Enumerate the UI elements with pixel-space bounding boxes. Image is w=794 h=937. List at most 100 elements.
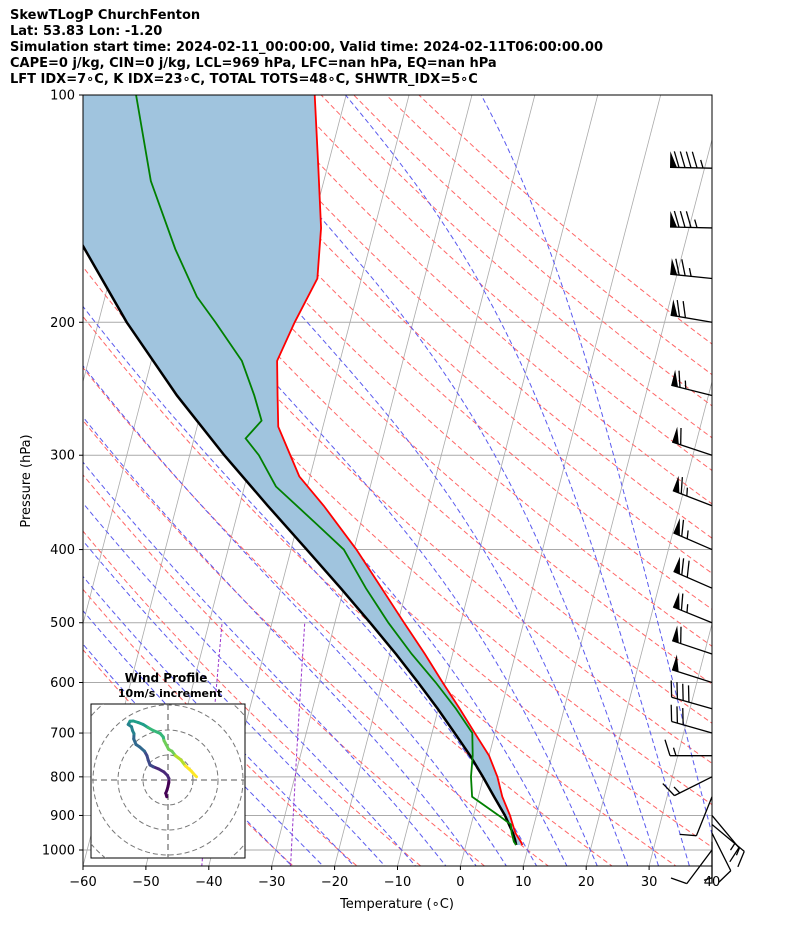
barb-flag [672,475,680,494]
barb-flag [670,151,678,168]
cin-shaded-area [83,95,523,846]
barb-shaft [671,384,713,397]
y-tick-label: 100 [50,89,75,104]
chart-title: SkewTLogP ChurchFenton [10,8,201,23]
wind-barb [679,796,713,837]
moist-adiabat [83,643,293,866]
barb-flag [670,210,678,228]
y-tick-label: 400 [50,543,75,558]
hodograph-segment [192,772,198,779]
hodograph: Wind Profile 10m/s increment [90,671,246,859]
barb-full [691,151,698,169]
barb-half [686,604,689,613]
barb-flag [670,258,678,275]
barb-full [680,593,684,611]
dry-adiabat [83,170,712,764]
moist-adiabat [83,609,324,866]
wind-barb [711,823,745,868]
barb-shaft [671,720,713,734]
dewpoint-line [135,95,517,846]
barb-full [679,833,697,837]
barb-full [673,151,680,168]
barb-full [685,211,692,228]
wind-barb [671,625,713,655]
wind-barb [672,592,713,624]
dry-adiabat [83,530,422,866]
barb-full [662,783,675,797]
moist-adiabat [83,461,447,866]
barb-full [676,300,681,317]
barb-full [737,851,745,868]
barb-full [680,477,683,494]
x-tick-label: 20 [578,875,595,890]
moist-adiabat [83,364,507,866]
x-tick-label: 0 [456,875,464,890]
barb-shaft [673,532,713,551]
x-tick-label: −60 [69,875,96,890]
barb-full [678,370,681,388]
barb-half [686,530,689,539]
moist-adiabat [83,305,538,866]
dry-adiabat [83,366,613,866]
barb-shaft [711,823,745,852]
wind-barb [670,680,713,710]
barb-shaft [671,669,713,684]
isotherm-line [522,137,712,866]
barb-flag [673,556,680,575]
moist-adiabat [83,416,477,866]
dry-adiabat [83,125,712,724]
x-tick-label: −10 [384,875,411,890]
barb-full [664,739,671,756]
mixing-ratio-line [290,622,306,866]
barb-half [700,159,704,169]
dry-adiabat [83,648,294,866]
y-axis-label: Pressure (hPa) [19,434,34,527]
time-line: Simulation start time: 2024-02-11_00:00:… [10,40,603,55]
dry-adiabat [385,95,712,376]
barb-shaft [686,849,713,884]
indices-line-2: LFT IDX=7∘C, K IDX=23∘C, TOTAL TOTS=48∘C… [10,72,478,87]
isotherm-line [585,380,712,866]
parcel-profile-line [83,243,518,846]
barb-full [685,151,692,168]
barb-flag [670,299,678,317]
x-tick-label: −50 [132,875,159,890]
dry-adiabat [92,95,712,685]
barb-shaft [711,815,740,849]
x-tick-label: −40 [195,875,222,890]
hodograph-subtitle: 10m/s increment [118,687,222,700]
wind-barb [673,556,713,589]
wind-barb [671,426,713,456]
barb-full [681,259,686,276]
barb-half [672,747,677,756]
moist-adiabat [480,95,712,837]
wind-barb [662,776,713,797]
moist-adiabat [116,95,629,866]
dry-adiabat [125,95,712,647]
y-tick-label: 600 [50,676,75,691]
x-tick-label: 30 [641,875,658,890]
y-tick-label: 500 [50,616,75,631]
barb-full [679,151,686,168]
barb-half [703,877,713,881]
wind-barb [711,832,732,883]
y-tick-label: 300 [50,449,75,464]
barb-full [670,877,688,885]
y-tick-label: 200 [50,316,75,331]
wind-barb [664,739,712,757]
wind-barb [669,210,713,229]
barb-full [673,210,680,228]
wind-barb [672,475,713,507]
barb-full [681,519,685,537]
wind-barb [711,815,740,863]
x-axis-label: Temperature (∘C) [339,897,454,912]
dry-adiabat [83,315,677,866]
barb-flag [671,654,679,672]
barb-flag [672,426,679,445]
dry-adiabat [83,588,358,866]
barb-shaft [674,776,713,797]
isotherm-line [648,622,712,866]
barb-shaft [671,696,713,710]
barb-full [682,301,687,318]
x-tick-label: −20 [321,875,348,890]
